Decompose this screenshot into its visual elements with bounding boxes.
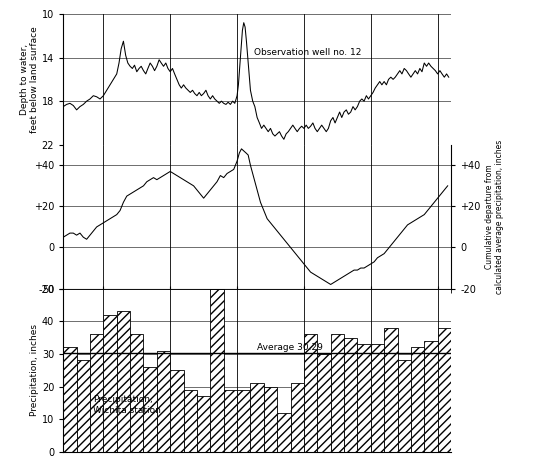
Bar — [331, 334, 344, 452]
Bar — [63, 348, 76, 452]
Y-axis label: Cumulative departure from
calculated average precipitation, inches: Cumulative departure from calculated ave… — [485, 139, 504, 294]
Bar — [264, 387, 277, 452]
Text: Observation well no. 12: Observation well no. 12 — [255, 48, 362, 57]
Bar — [210, 288, 224, 452]
Bar — [398, 361, 411, 452]
Bar — [344, 337, 358, 452]
Bar — [170, 370, 184, 452]
Bar — [290, 384, 304, 452]
Bar — [277, 413, 290, 452]
Bar — [184, 390, 197, 452]
Bar — [371, 344, 384, 452]
Bar — [117, 311, 130, 452]
Text: Precipitation,
Wichita station: Precipitation, Wichita station — [92, 395, 161, 415]
Bar — [438, 328, 451, 452]
Bar — [411, 348, 424, 452]
Y-axis label: Precipitation, inches: Precipitation, inches — [30, 324, 39, 416]
Bar — [224, 390, 237, 452]
Bar — [130, 334, 144, 452]
Bar — [317, 354, 331, 452]
Bar — [197, 397, 210, 452]
Y-axis label: Depth to water,
feet below land surface: Depth to water, feet below land surface — [20, 26, 39, 133]
Bar — [76, 361, 90, 452]
Bar — [358, 344, 371, 452]
Text: Average 30.29: Average 30.29 — [257, 343, 323, 352]
Bar — [304, 334, 317, 452]
Bar — [103, 315, 117, 452]
Bar — [424, 341, 438, 452]
Bar — [250, 384, 264, 452]
Bar — [384, 328, 398, 452]
Bar — [90, 334, 103, 452]
Bar — [157, 351, 170, 452]
Bar — [237, 390, 250, 452]
Bar — [144, 367, 157, 452]
